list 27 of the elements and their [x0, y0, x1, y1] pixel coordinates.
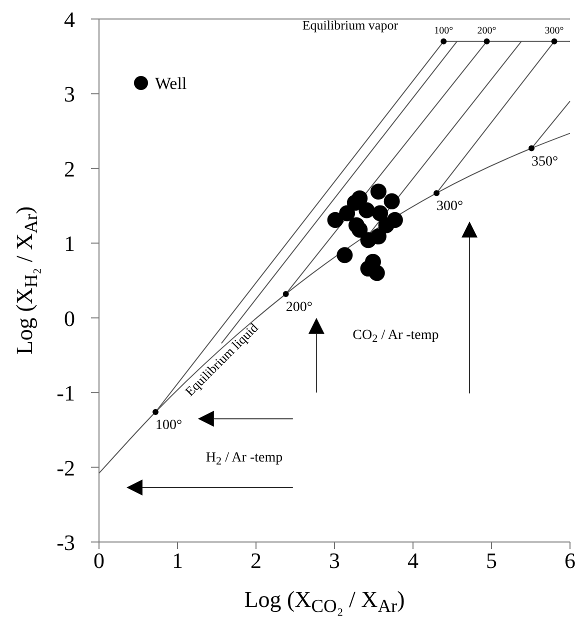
y-tick-label: 0 — [64, 306, 75, 331]
annotation: CO$_{2}$ / Ar -temp — [352, 328, 439, 346]
annotation: 200° — [286, 300, 312, 315]
legend-label: Well — [155, 74, 187, 93]
x-tick-label: 4 — [408, 548, 418, 573]
annotation: 100° — [156, 418, 182, 433]
annotation: 200° — [477, 25, 496, 36]
x-tick-label: 2 — [250, 548, 262, 573]
y-tick-label: 1 — [64, 231, 75, 256]
x-tick-label: 1 — [172, 548, 183, 573]
y-tick-label: 3 — [64, 82, 75, 107]
y-tick-label: -1 — [56, 380, 75, 406]
y-tick-label: -3 — [56, 530, 75, 555]
x-tick-label: 5 — [486, 548, 497, 573]
annotation: 350° — [532, 154, 558, 170]
annotation: 100° — [434, 25, 454, 36]
annotation: Equilibrium vapor — [302, 17, 399, 32]
x-tick-label: 6 — [564, 548, 576, 573]
annotation: 300° — [436, 199, 464, 214]
annotation: H$_{2}$ / Ar -temp — [206, 450, 283, 468]
x-tick-label: 3 — [329, 548, 340, 573]
x-axis-title: Log (X$_{CO₂}$ / X$_{Ar}$) — [244, 587, 405, 616]
y-tick-label: 4 — [64, 7, 75, 32]
y-tick-label: -2 — [56, 455, 75, 480]
x-tick-label: 0 — [94, 548, 104, 573]
y-tick-label: 2 — [64, 156, 75, 182]
annotation: 300° — [544, 25, 564, 36]
